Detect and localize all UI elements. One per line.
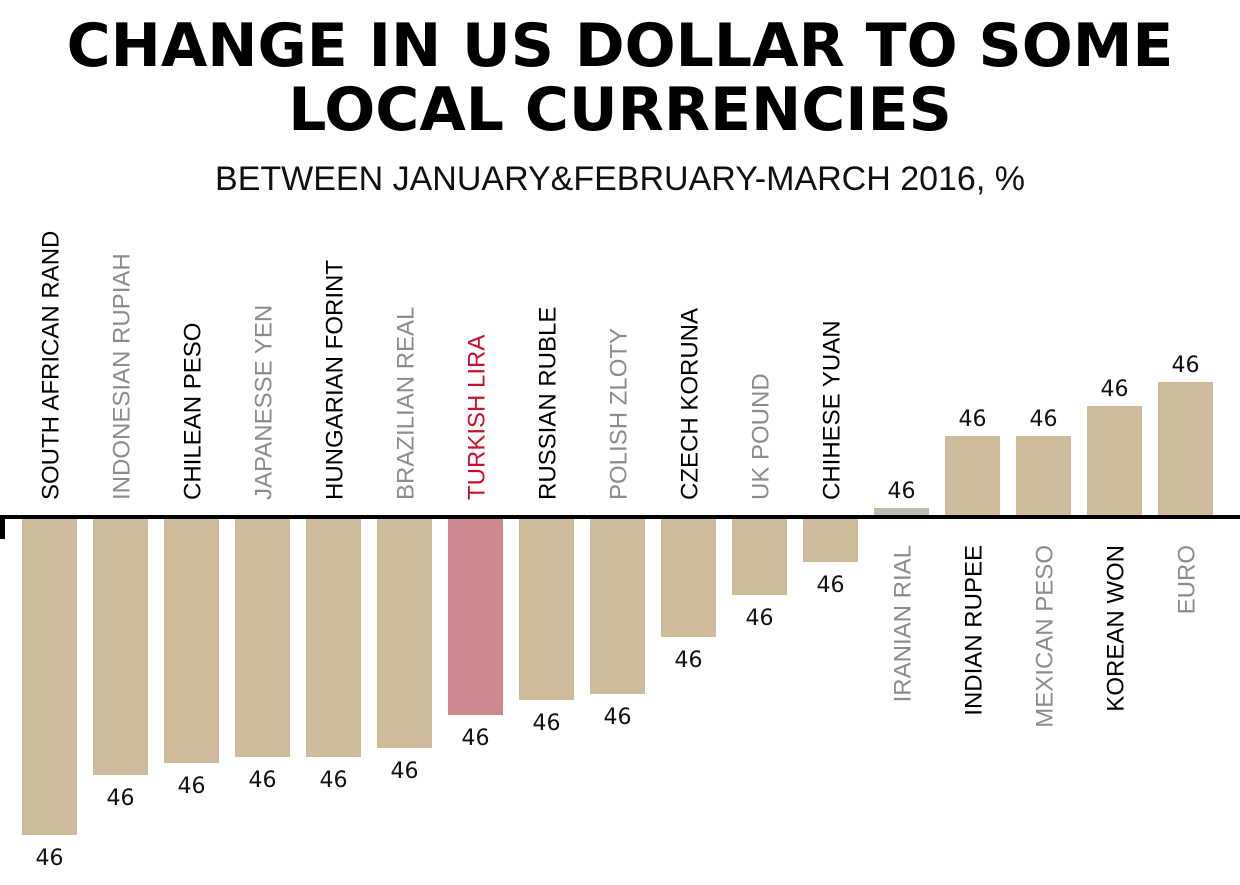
category-label: JAPANESSE YEN — [251, 305, 278, 500]
data-label: 46 — [746, 606, 774, 631]
data-label: 46 — [107, 786, 135, 811]
category-label: CHIHESE YUAN — [819, 320, 846, 500]
data-label: 46 — [178, 774, 206, 799]
bar — [1158, 382, 1213, 517]
bar — [93, 517, 148, 775]
chart-subtitle: BETWEEN JANUARY&FEBRUARY-MARCH 2016, % — [215, 160, 1025, 198]
category-label: INDONESIAN RUPIAH — [109, 253, 136, 500]
bar — [448, 517, 503, 715]
bar — [732, 517, 787, 595]
category-label: SOUTH AFRICAN RAND — [38, 231, 65, 500]
data-label: 46 — [604, 705, 632, 730]
category-label: KOREAN WON — [1103, 545, 1130, 712]
bar — [803, 517, 858, 562]
category-label: HUNGARIAN FORINT — [322, 260, 349, 500]
data-label: 46 — [462, 726, 490, 751]
bar — [377, 517, 432, 748]
category-label: IRANIAN RIAL — [890, 545, 917, 702]
bar — [306, 517, 361, 757]
category-label: INDIAN RUPEE — [961, 545, 988, 716]
bar — [22, 517, 77, 835]
bar — [1016, 436, 1071, 517]
zero-axis-line — [0, 515, 1240, 519]
chart-title: CHANGE IN US DOLLAR TO SOME LOCAL CURREN… — [66, 11, 1174, 145]
data-label: 46 — [1101, 377, 1129, 402]
category-label: CZECH KORUNA — [677, 308, 704, 500]
data-label: 46 — [1172, 353, 1200, 378]
bar — [945, 436, 1000, 517]
category-label: MEXICAN PESO — [1032, 545, 1059, 728]
category-label: EURO — [1174, 545, 1201, 614]
category-label: UK POUND — [748, 373, 775, 500]
data-label: 46 — [249, 768, 277, 793]
data-label: 46 — [675, 648, 703, 673]
data-label: 46 — [533, 711, 561, 736]
data-label: 46 — [320, 768, 348, 793]
bar — [235, 517, 290, 757]
data-label: 46 — [817, 573, 845, 598]
category-label: POLISH ZLOTY — [606, 328, 633, 500]
category-label: RUSSIAN RUBLE — [535, 307, 562, 500]
category-label: TURKISH LIRA — [464, 335, 491, 500]
axis-tick — [0, 515, 5, 539]
data-label: 46 — [888, 479, 916, 504]
data-label: 46 — [391, 759, 419, 784]
bar — [164, 517, 219, 763]
bar — [661, 517, 716, 637]
bar — [1087, 406, 1142, 517]
bar — [590, 517, 645, 694]
bar — [874, 508, 929, 517]
bar — [519, 517, 574, 700]
data-label: 46 — [959, 407, 987, 432]
category-label: BRAZILIAN REAL — [393, 307, 420, 500]
data-label: 46 — [36, 846, 64, 871]
data-label: 46 — [1030, 407, 1058, 432]
category-label: CHILEAN PESO — [180, 323, 207, 500]
